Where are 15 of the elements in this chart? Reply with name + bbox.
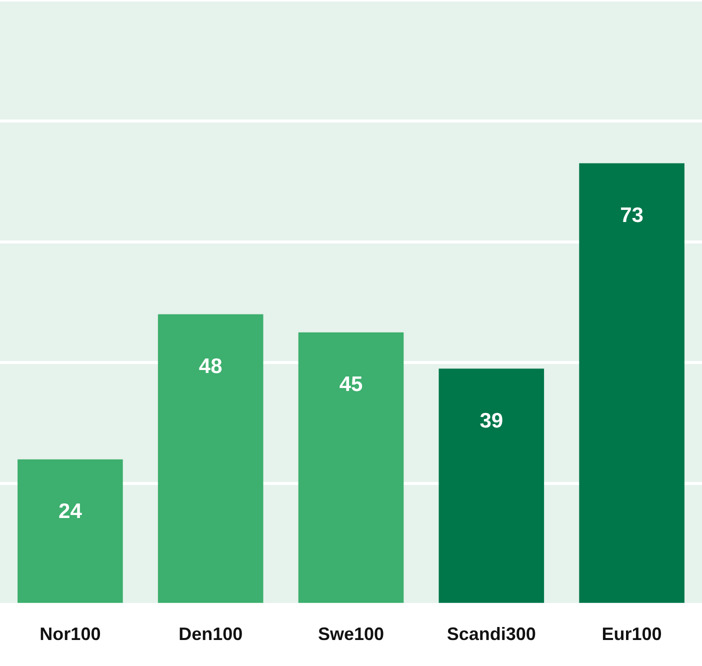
x-tick-label: Den100 [178,624,243,644]
data-label: 39 [480,409,504,432]
bar [438,368,544,603]
bar [158,314,264,603]
x-tick-label: Swe100 [318,624,384,644]
x-tick-label: Nor100 [40,624,101,644]
data-label: 24 [58,500,82,524]
bar [579,163,684,603]
x-tick-label: Eur100 [602,624,662,644]
x-tick-label: Scandi300 [446,624,536,644]
bar [298,332,404,603]
bar [18,459,123,603]
data-label: 73 [620,204,644,227]
data-label: 45 [339,373,363,396]
data-label: 48 [198,355,223,378]
